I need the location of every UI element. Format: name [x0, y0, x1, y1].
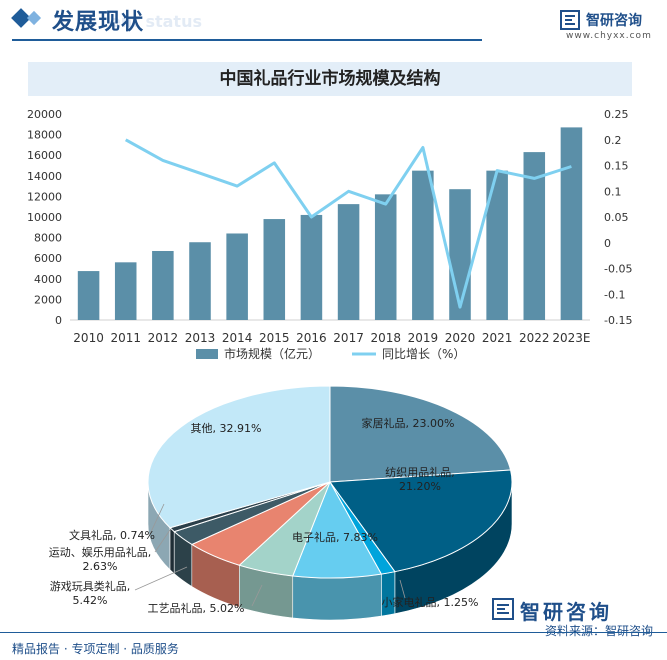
y-left-tick-label: 8000	[34, 232, 62, 245]
y-right-tick-label: -0.05	[604, 263, 632, 276]
x-tick-label: 2016	[296, 331, 327, 345]
y-left-tick-label: 14000	[27, 170, 62, 183]
x-tick-label: 2013	[185, 331, 216, 345]
y-right-tick-label: 0.25	[604, 108, 629, 121]
pie-leader-line	[251, 584, 263, 607]
pie-label-游戏玩具类礼品: 游戏玩具类礼品, 5.42%	[50, 579, 131, 607]
bar-2012	[152, 250, 174, 320]
y-left-tick-label: 4000	[34, 273, 62, 286]
chart-title-box: 中国礼品行业市场规模及结构	[28, 62, 632, 96]
pie-label-纺织用品礼品: 纺织用品礼品, 21.20%	[385, 465, 455, 493]
growth-line	[124, 138, 572, 309]
y-right-tick-label: -0.15	[604, 314, 632, 327]
pie-label-工艺品礼品: 工艺品礼品, 5.02%	[148, 601, 245, 615]
pie-leader-line	[154, 529, 171, 553]
brand-block: 智研咨询 www.chyxx.com	[560, 10, 660, 44]
bar-2017	[337, 204, 360, 320]
x-tick-label: 2022	[519, 331, 550, 345]
y-left-tick-label: 6000	[34, 252, 62, 265]
pie-side-电子礼品	[292, 573, 382, 621]
bar-2016	[300, 214, 323, 320]
header-subtitle: ent status	[110, 12, 202, 31]
brand-site: www.chyxx.com	[566, 31, 652, 41]
legend-bar-swatch	[196, 349, 218, 359]
bar-2010	[77, 271, 100, 320]
pie-label-小家电礼品: 小家电礼品, 1.25%	[382, 595, 479, 609]
bar-2023E	[560, 127, 583, 320]
x-tick-label: 2021	[482, 331, 513, 345]
pie-slice-家居礼品	[329, 385, 512, 483]
source-note: 资料来源：智研咨询	[544, 624, 653, 638]
y-right-tick-label: 0.2	[604, 134, 622, 147]
legend-bar-label: 市场规模（亿元）	[224, 346, 320, 361]
chart-canvas: 0 2000 4000 6000 8000 10000 12000 14000 16000 180…	[27, 108, 632, 621]
pie-slice-其他	[147, 385, 331, 529]
bar-2019	[412, 170, 434, 320]
y-right-tick-label: -0.1	[604, 288, 625, 301]
y-left-tick-label: 2000	[34, 293, 62, 306]
x-tick-label: 2010	[73, 331, 104, 345]
footer-slogan: 精品报告 · 专项定制 · 品质服务	[12, 642, 179, 656]
footer-logo-name: 智研咨询	[520, 600, 612, 624]
chart-title: 中国礼品行业市场规模及结构	[219, 69, 441, 89]
page-header: ent status 发展现状	[0, 0, 667, 44]
pie-label-家居礼品: 家居礼品, 23.00%	[362, 416, 455, 430]
bar-2018	[374, 194, 397, 320]
legend-line-label: 同比增长（%）	[382, 347, 465, 361]
pie-label-运动、娱乐用品礼品: 运动、娱乐用品礼品, 2.63%	[49, 545, 152, 573]
pie-side-文具礼品	[169, 527, 175, 575]
footer-logo-icon	[492, 598, 514, 620]
pie-label-文具礼品: 文具礼品, 0.74%	[69, 528, 155, 542]
x-tick-label: 2019	[408, 331, 439, 345]
bar-2011	[114, 262, 137, 320]
brand-name: 智研咨询	[586, 13, 642, 29]
pie-label-其他: 其他, 32.91%	[191, 422, 262, 435]
bar-2021	[486, 170, 508, 320]
footer-divider	[0, 632, 667, 633]
pie-leader-line	[149, 503, 165, 535]
pie-leader-line	[399, 579, 406, 599]
pie-side-小家电礼品	[381, 571, 396, 617]
pie-label-电子礼品: 电子礼品, 7.83%	[292, 530, 378, 544]
x-tick-label: 2017	[333, 331, 364, 345]
x-tick-label: 2023E	[552, 331, 590, 345]
x-tick-label: 2015	[259, 331, 290, 345]
header-divider	[12, 39, 482, 41]
footer-logo: 智研咨询	[492, 596, 662, 624]
y-right-tick-label: 0	[604, 237, 611, 250]
y-left-tick-label: 20000	[27, 108, 62, 121]
y-left-tick-label: 10000	[27, 211, 62, 224]
page-title: 发展现状	[52, 10, 145, 35]
bar-2013	[189, 242, 211, 320]
y-left-tick-label: 18000	[27, 129, 62, 142]
y-left-tick-label: 16000	[27, 149, 62, 162]
x-tick-label: 2014	[222, 331, 253, 345]
y-right-tick-label: 0.15	[604, 160, 629, 173]
y-right-tick-label: 0.1	[604, 185, 622, 198]
x-tick-label: 2018	[370, 331, 401, 345]
y-left-tick-label: 12000	[27, 190, 62, 203]
pie-leader-line	[134, 566, 188, 591]
x-tick-label: 2012	[148, 331, 179, 345]
x-tick-label: 2020	[445, 331, 476, 345]
y-left-tick-label: 0	[55, 314, 62, 327]
x-tick-label: 2011	[110, 331, 141, 345]
y-right-tick-label: 0.05	[604, 211, 629, 224]
pie-slice-纺织用品礼品	[329, 469, 513, 573]
bar-2015	[263, 219, 286, 320]
bar-2020	[449, 189, 471, 320]
brand-logo-icon	[560, 10, 580, 30]
bar-2022	[523, 152, 546, 320]
bar-2014	[226, 233, 248, 320]
